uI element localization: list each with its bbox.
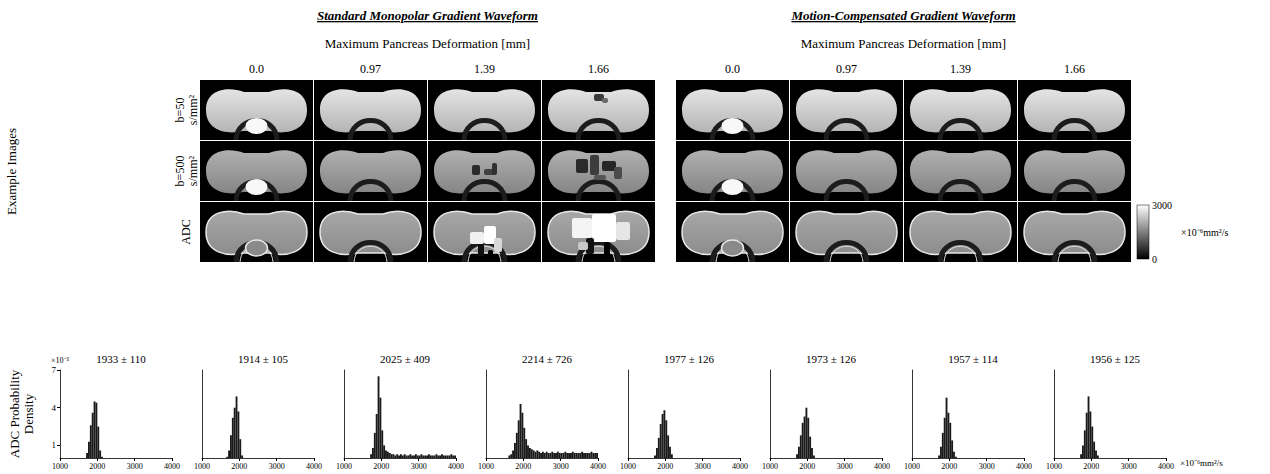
svg-text:1000: 1000 (620, 462, 636, 471)
svg-text:1957 ± 114: 1957 ± 114 (948, 353, 998, 365)
svg-text:0.0: 0.0 (725, 62, 740, 76)
svg-text:2214 ± 726: 2214 ± 726 (522, 353, 573, 365)
svg-text:2000: 2000 (373, 462, 389, 471)
svg-text:1: 1 (52, 440, 57, 450)
svg-text:1914 ± 105: 1914 ± 105 (238, 353, 289, 365)
svg-text:0.97: 0.97 (836, 62, 857, 76)
svg-text:3000: 3000 (979, 462, 995, 471)
svg-text:1000: 1000 (336, 462, 352, 471)
svg-text:b=50s/mm²: b=50s/mm² (173, 94, 200, 125)
svg-text:2000: 2000 (799, 462, 815, 471)
svg-text:1000: 1000 (762, 462, 778, 471)
svg-text:1000: 1000 (478, 462, 494, 471)
svg-text:ADC ProbabilityDensity: ADC ProbabilityDensity (7, 369, 36, 458)
svg-text:4000: 4000 (590, 462, 606, 471)
svg-text:×10⁻⁶mm²/s: ×10⁻⁶mm²/s (1181, 227, 1228, 238)
svg-text:Motion-Compensated Gradient Wa: Motion-Compensated Gradient Waveform (790, 8, 1015, 23)
svg-text:3000: 3000 (411, 462, 427, 471)
svg-text:3000: 3000 (127, 462, 143, 471)
svg-text:2000: 2000 (89, 462, 105, 471)
svg-text:4000: 4000 (164, 462, 180, 471)
svg-text:4000: 4000 (1016, 462, 1032, 471)
svg-text:2000: 2000 (515, 462, 531, 471)
svg-text:×10⁻⁶mm²/s: ×10⁻⁶mm²/s (1180, 458, 1223, 468)
svg-text:2000: 2000 (231, 462, 247, 471)
svg-text:3000: 3000 (695, 462, 711, 471)
svg-text:1973 ± 126: 1973 ± 126 (806, 353, 857, 365)
svg-text:2000: 2000 (941, 462, 957, 471)
svg-text:2025 ± 409: 2025 ± 409 (380, 353, 431, 365)
svg-text:1000: 1000 (1046, 462, 1062, 471)
svg-text:1.39: 1.39 (474, 62, 495, 76)
svg-text:4000: 4000 (306, 462, 322, 471)
svg-text:3000: 3000 (1121, 462, 1137, 471)
svg-text:1.66: 1.66 (1064, 62, 1085, 76)
svg-text:2000: 2000 (657, 462, 673, 471)
svg-text:Maximum Pancreas Deformation [: Maximum Pancreas Deformation [mm] (325, 36, 530, 51)
svg-text:1000: 1000 (904, 462, 920, 471)
svg-text:4000: 4000 (1158, 462, 1174, 471)
svg-text:b=500s/mm²: b=500s/mm² (173, 155, 200, 186)
svg-text:1.66: 1.66 (588, 62, 609, 76)
svg-text:0.97: 0.97 (360, 62, 381, 76)
svg-text:3000: 3000 (553, 462, 569, 471)
svg-text:ADC: ADC (179, 219, 193, 244)
svg-text:2000: 2000 (1083, 462, 1099, 471)
svg-text:1.39: 1.39 (950, 62, 971, 76)
svg-text:Maximum Pancreas Deformation [: Maximum Pancreas Deformation [mm] (801, 36, 1006, 51)
svg-text:4000: 4000 (448, 462, 464, 471)
svg-text:Standard Monopolar Gradient Wa: Standard Monopolar Gradient Waveform (317, 8, 538, 23)
svg-text:1000: 1000 (194, 462, 210, 471)
svg-text:1977 ± 126: 1977 ± 126 (664, 353, 715, 365)
svg-text:0.0: 0.0 (249, 62, 264, 76)
svg-text:3000: 3000 (837, 462, 853, 471)
svg-text:Example Images: Example Images (4, 128, 19, 215)
svg-text:4000: 4000 (732, 462, 748, 471)
svg-text:3000: 3000 (269, 462, 285, 471)
svg-text:1956 ± 125: 1956 ± 125 (1090, 353, 1141, 365)
svg-text:3000: 3000 (1152, 200, 1172, 211)
svg-text:1000: 1000 (52, 462, 68, 471)
svg-text:4000: 4000 (874, 462, 890, 471)
svg-text:×10⁻³: ×10⁻³ (51, 356, 70, 365)
svg-text:4: 4 (52, 403, 57, 413)
svg-text:7: 7 (52, 365, 57, 375)
svg-text:0: 0 (1152, 254, 1157, 265)
svg-text:1933 ± 110: 1933 ± 110 (96, 353, 146, 365)
